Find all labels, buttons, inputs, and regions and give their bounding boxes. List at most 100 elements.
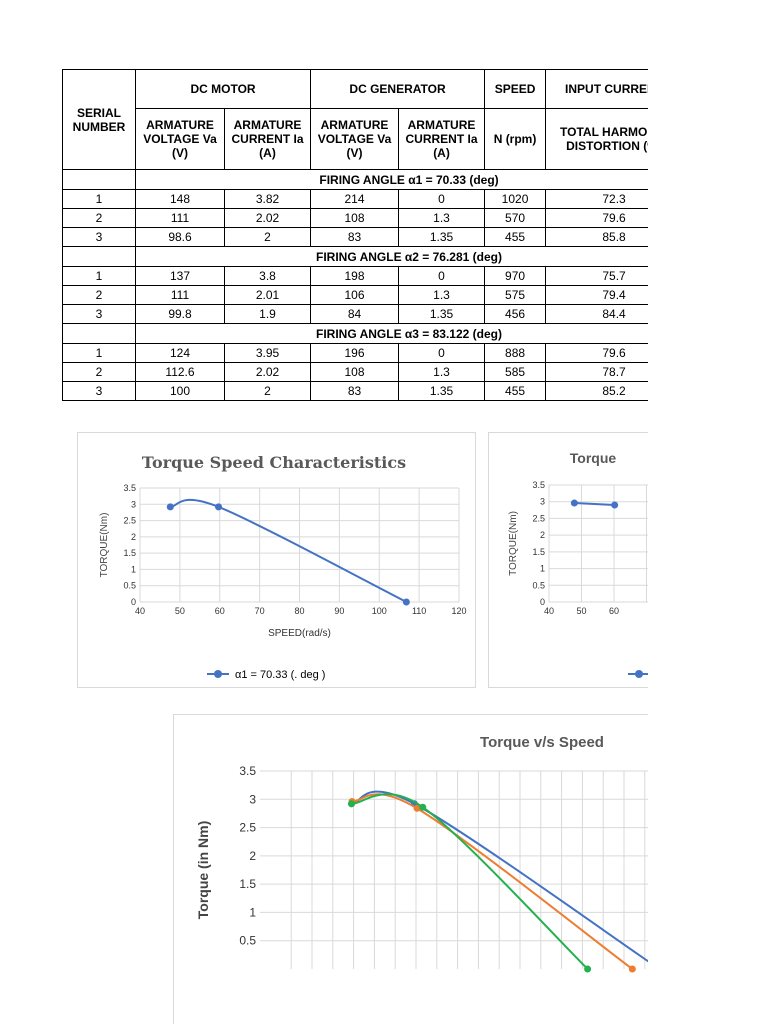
header-input-current: INPUT CURRENT xyxy=(545,69,648,109)
y-tick-label: 2.5 xyxy=(532,513,545,523)
table-cell: 1 xyxy=(62,343,136,363)
table-cell: 2 xyxy=(62,362,136,382)
table-cell: 78.7 xyxy=(545,362,648,382)
series-line xyxy=(170,498,407,603)
chart-svg: Torque v/s Speed 0.5 1 1.5 2 2.5 3 3.5 Torque (i… xyxy=(195,734,648,973)
firing-angle-label: FIRING ANGLE α2 = 76.281 (deg) xyxy=(134,246,648,267)
table-cell: 100 xyxy=(135,381,225,401)
table-cell: 1.9 xyxy=(223,304,312,324)
table-row: 1 148 3.82 214 0 1020 72.3 xyxy=(62,189,648,209)
header-motor-armature-voltage: ARMATURE VOLTAGE Va (V) xyxy=(135,108,225,170)
table-cell-empty xyxy=(62,169,136,190)
table-cell: 455 xyxy=(484,381,547,401)
y-tick-label: 0 xyxy=(131,597,136,607)
chart-title: Torque xyxy=(570,450,617,466)
data-point xyxy=(402,598,410,606)
legend-label: α1 = 70.33 (. deg ) xyxy=(235,669,325,681)
firing-angle-label: FIRING ANGLE α3 = 83.122 (deg) xyxy=(134,323,648,344)
table-cell: 2 xyxy=(62,285,136,305)
table-row: 1 124 3.95 196 0 888 79.6 xyxy=(62,343,648,363)
table-cell: 585 xyxy=(484,362,547,382)
table-cell: 1 xyxy=(62,266,136,286)
table-cell-empty xyxy=(62,323,136,344)
table-cell: 455 xyxy=(484,227,547,247)
y-tick-label: 2.5 xyxy=(123,516,136,526)
table-cell: 79.4 xyxy=(545,285,648,305)
table-cell: 3.82 xyxy=(223,189,312,209)
data-point xyxy=(570,499,578,507)
x-tick-label: 40 xyxy=(544,606,554,616)
table-cell: 456 xyxy=(484,304,547,324)
table-cell: 1.3 xyxy=(398,208,486,228)
table-cell: 1 xyxy=(62,189,136,209)
header-speed-unit: N (rpm) xyxy=(484,108,547,170)
y-tick-label: 1 xyxy=(249,905,256,919)
x-tick-label: 100 xyxy=(372,606,387,616)
header-dc-motor: DC MOTOR xyxy=(134,69,312,109)
table-cell: 1.35 xyxy=(398,227,486,247)
y-tick-label: 0.5 xyxy=(239,934,256,948)
header-motor-armature-current: ARMATURE CURRENT Ia (A) xyxy=(223,108,312,170)
table-cell: 198 xyxy=(310,266,400,286)
legend-marker xyxy=(214,670,222,678)
table-cell: 570 xyxy=(484,208,547,228)
torque-speed-chart-partial: Torque 0 0.5 1 1.5 2 2.5 3 3.5 40 50 60 TORQUE(Nm) xyxy=(488,432,648,688)
data-point xyxy=(215,503,223,511)
x-tick-label: 110 xyxy=(412,606,426,616)
y-tick-label: 3.5 xyxy=(123,483,136,493)
table-cell: 196 xyxy=(310,343,400,363)
results-table: SERIAL NUMBER DC MOTOR DC GENERATOR SPEE… xyxy=(62,69,648,401)
table-cell: 2 xyxy=(223,381,312,401)
x-tick-label: 120 xyxy=(451,606,466,616)
series-line xyxy=(574,502,615,507)
data-point xyxy=(611,501,619,509)
table-cell: 1.35 xyxy=(398,381,486,401)
firing-angle-row: FIRING ANGLE α3 = 83.122 (deg) xyxy=(62,323,648,344)
table-row: 3 100 2 83 1.35 455 85.2 xyxy=(62,381,648,401)
table-cell: 108 xyxy=(310,362,400,382)
y-tick-label: 3 xyxy=(540,497,545,507)
series-line xyxy=(351,793,589,970)
y-tick-label: 0.5 xyxy=(123,581,136,591)
y-tick-label: 3.5 xyxy=(532,480,545,490)
table-cell: 3.95 xyxy=(223,343,312,363)
document-page: SERIAL NUMBER DC MOTOR DC GENERATOR SPEE… xyxy=(62,69,648,1024)
data-point xyxy=(628,965,636,973)
table-cell: 2.02 xyxy=(223,362,312,382)
table-cell: 575 xyxy=(484,285,547,305)
table-cell: 1020 xyxy=(484,189,547,209)
x-tick-label: 60 xyxy=(609,606,619,616)
y-tick-label: 1.5 xyxy=(532,547,545,557)
chart-title: Torque Speed Characteristics xyxy=(142,453,406,472)
y-tick-label: 3 xyxy=(131,499,136,509)
table-cell: 888 xyxy=(484,343,547,363)
table-cell: 79.6 xyxy=(545,208,648,228)
x-tick-label: 70 xyxy=(255,606,265,616)
x-tick-label: 60 xyxy=(215,606,225,616)
firing-angle-row: FIRING ANGLE α1 = 70.33 (deg) xyxy=(62,169,648,190)
header-serial-number: SERIAL NUMBER xyxy=(62,69,136,170)
table-cell: 0 xyxy=(398,189,486,209)
header-generator-armature-voltage: ARMATURE VOLTAGE Va (V) xyxy=(310,108,400,170)
y-tick-label: 1 xyxy=(131,564,136,574)
table-row: 2 111 2.01 106 1.3 575 79.4 xyxy=(62,285,648,305)
series-line xyxy=(351,793,633,970)
table-cell: 3 xyxy=(62,304,136,324)
y-tick-label: 2.5 xyxy=(239,821,256,835)
x-tick-label: 80 xyxy=(294,606,304,616)
data-point xyxy=(166,503,174,511)
table-cell: 124 xyxy=(135,343,225,363)
chart-svg: Torque Speed Characteristics 0 0.5 1 1.5 2 2.5… xyxy=(99,453,467,681)
table-cell: 3 xyxy=(62,227,136,247)
table-row: 2 111 2.02 108 1.3 570 79.6 xyxy=(62,208,648,228)
table-cell: 970 xyxy=(484,266,547,286)
table-cell: 1.3 xyxy=(398,285,486,305)
y-tick-label: 2 xyxy=(540,530,545,540)
table-cell: 1.35 xyxy=(398,304,486,324)
table-cell: 2.01 xyxy=(223,285,312,305)
firing-angle-row: FIRING ANGLE α2 = 76.281 (deg) xyxy=(62,246,648,267)
table-cell: 79.6 xyxy=(545,343,648,363)
table-cell: 0 xyxy=(398,343,486,363)
series-line xyxy=(351,790,648,963)
header-total-harmonic-distortion: TOTAL HARMONIC DISTORTION (%) xyxy=(545,108,648,170)
